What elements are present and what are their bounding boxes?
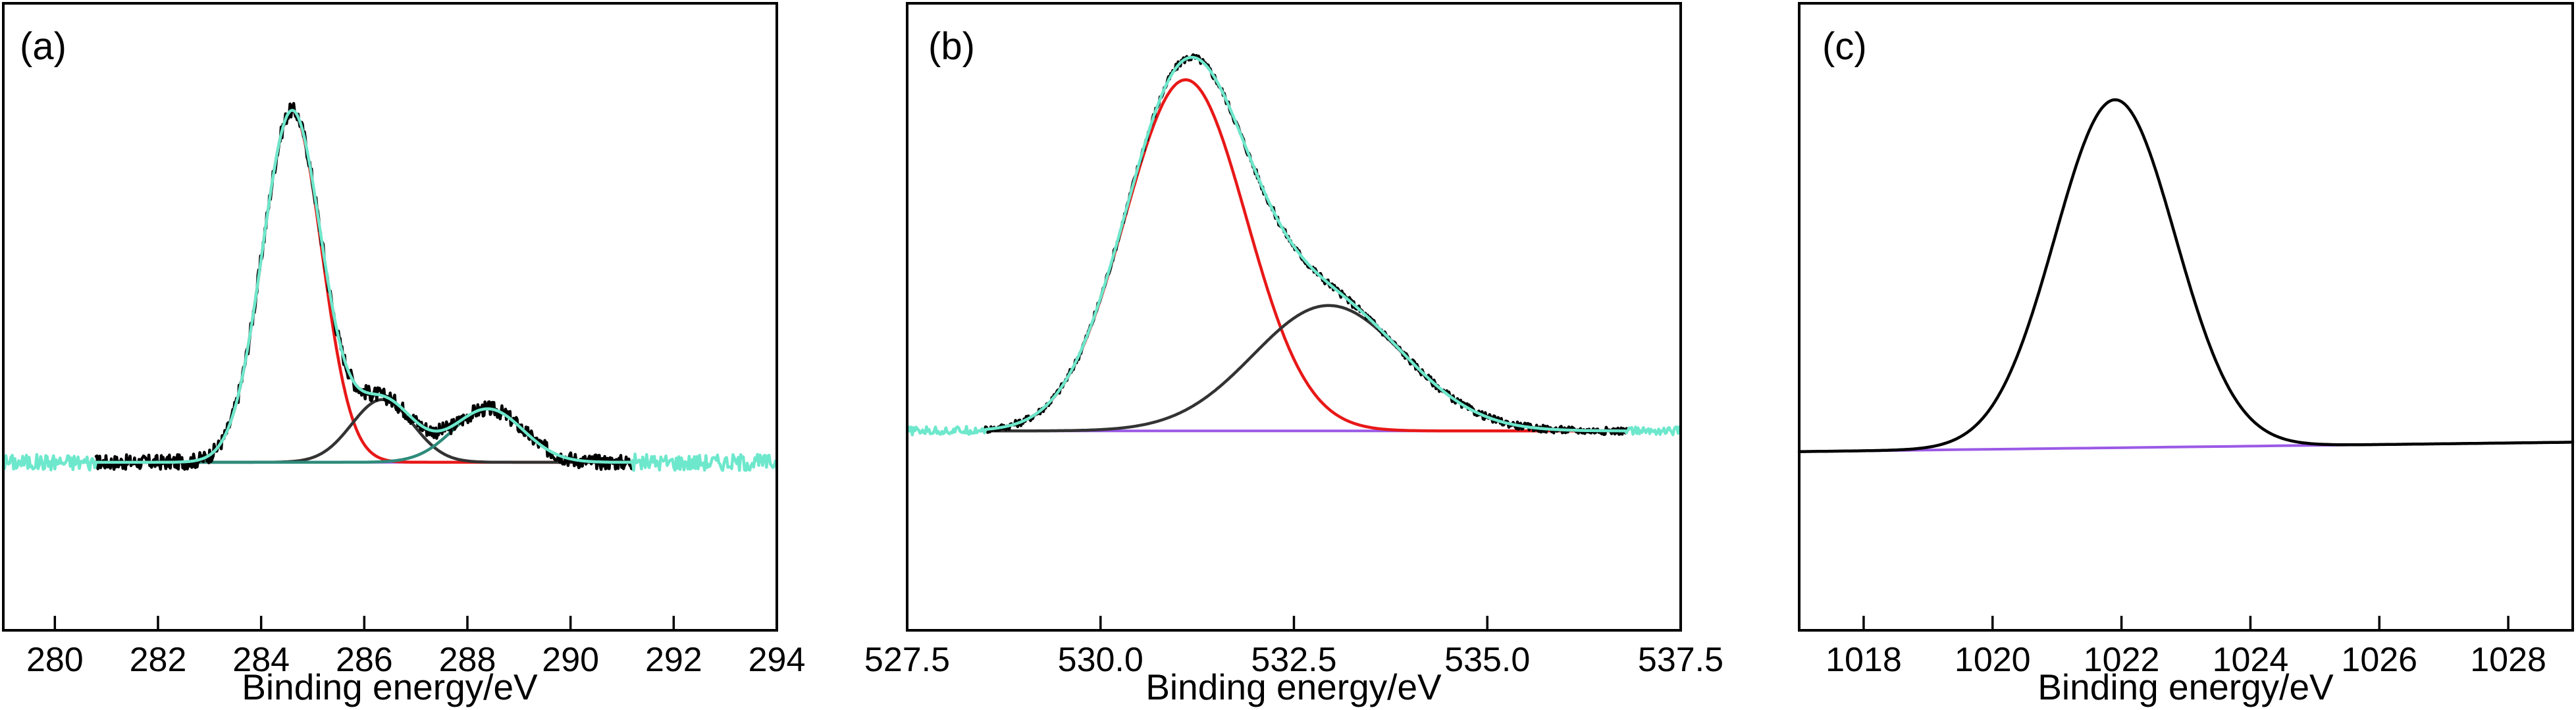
panel-a-curves <box>1 101 779 472</box>
panel-a-xlabel: Binding energy/eV <box>242 667 538 707</box>
panel-b-curves <box>905 53 1683 437</box>
panel-c-ticks: 1018 1020 1022 1024 1026 1028 <box>1826 616 2546 679</box>
panel-c-xtick-label: 1026 <box>2341 641 2417 679</box>
panel-b-ticks: 527.5 530.0 532.5 535.0 537.5 <box>864 616 1723 679</box>
panel-c-xtick-label: 1022 <box>2084 641 2160 679</box>
panel-a-xtick-label: 288 <box>439 641 496 679</box>
panel-b-fit-envelope <box>905 55 1683 437</box>
panel-c-xtick-label: 1018 <box>1826 641 1902 679</box>
panel-a-xtick-label: 290 <box>542 641 599 679</box>
panel-a-xtick-label: 282 <box>130 641 187 679</box>
panel-b-xtick-label: 527.5 <box>864 641 950 679</box>
panel-a-xtick-label: 294 <box>749 641 806 679</box>
panel-b-component-1 <box>983 78 1628 433</box>
panel-c-xtick-label: 1028 <box>2470 641 2546 679</box>
panel-b-label: (b) <box>928 25 975 68</box>
panel-b-component-2 <box>983 304 1628 433</box>
panel-c: (c) 1018 1020 1022 1024 1026 1028 Binding ene… <box>1797 2 2575 707</box>
panel-b-raw-data <box>983 53 1628 436</box>
panel-a-xtick-label: 286 <box>336 641 393 679</box>
panel-a-xtick-label: 292 <box>645 641 702 679</box>
panel-a-xtick-label: 280 <box>26 641 84 679</box>
panel-c-xtick-label: 1020 <box>1955 641 2031 679</box>
panel-a-xtick-label: 284 <box>232 641 290 679</box>
panel-b-xtick-label: 530.0 <box>1058 641 1143 679</box>
panel-b-xtick-label: 532.5 <box>1251 641 1336 679</box>
panel-c-xtick-label: 1024 <box>2213 641 2289 679</box>
panel-b-xtick-label: 537.5 <box>1638 641 1723 679</box>
panel-a-ticks: 280 282 284 286 288 290 292 294 <box>26 616 805 679</box>
panel-a-frame <box>2 2 778 632</box>
panel-c-curves <box>1797 98 2575 453</box>
panel-b: (b) 527.5 530.0 532.5 535.0 537.5 Binding en… <box>864 2 1723 707</box>
panel-c-label: (c) <box>1822 25 1867 68</box>
panel-b-xtick-label: 535.0 <box>1444 641 1530 679</box>
panel-c-frame <box>1798 2 2574 632</box>
panel-c-xlabel: Binding energy/eV <box>2037 667 2334 707</box>
panel-a-label: (a) <box>20 25 66 68</box>
panel-a-raw-data <box>94 101 634 471</box>
panel-a-fit-envelope <box>1 109 779 472</box>
panel-a: (a) 280 282 284 286 288 290 292 294 Binding ene… <box>1 2 805 707</box>
panel-b-xlabel: Binding energy/eV <box>1145 667 1442 707</box>
panel-c-raw-data <box>1797 98 2575 453</box>
